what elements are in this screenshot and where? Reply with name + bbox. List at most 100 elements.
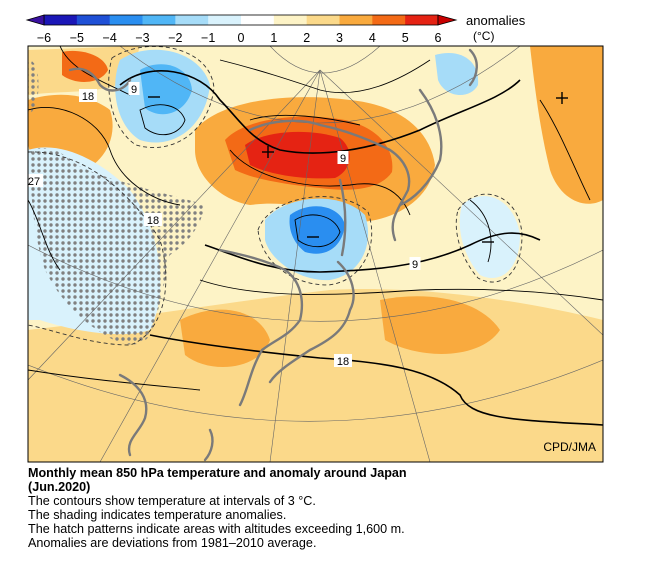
caption-line-contours: The contours show temperature at interva… (28, 494, 316, 508)
contour-thin-3 (229, 149, 411, 216)
meridian-1 (99, 69, 321, 462)
contour-label-bg (79, 89, 97, 102)
color-bar-cell (241, 15, 275, 25)
contour-thin-2 (59, 46, 131, 96)
contour-label: 9 (340, 153, 346, 165)
contour-label-bg (128, 82, 140, 95)
contour-labels: 18 9 27 18 9 9 18 (25, 82, 421, 368)
contour-thin-6 (139, 104, 186, 136)
cool-anomaly-north-core (140, 64, 192, 115)
color-bar-tick-label: 1 (270, 31, 277, 45)
latitude-circle-1 (28, 244, 603, 322)
color-bar-tick-label: −5 (70, 31, 84, 45)
color-bar-cell (76, 15, 111, 25)
contour-thin-1 (28, 106, 181, 206)
color-bar-right-arrow (437, 14, 458, 26)
color-bar-cell (339, 15, 373, 25)
warm-anomaly-south-spot (180, 309, 270, 367)
caption-title: Monthly mean 850 hPa temperature and ano… (28, 466, 407, 480)
contour-18 (149, 334, 603, 426)
contour-label: 9 (131, 84, 137, 96)
coast-kamchatka (398, 88, 443, 207)
caption-line-hatch: The hatch patterns indicate areas with a… (28, 522, 405, 536)
contour-thin-4 (249, 114, 361, 126)
credit-label: CPD/JMA (543, 440, 596, 454)
meridian-5 (28, 69, 321, 381)
color-bar-cell (109, 15, 143, 25)
graticule (28, 46, 603, 462)
contour-label: 18 (147, 215, 159, 227)
color-bar-cell (273, 15, 308, 25)
color-bar-tick-label: 0 (238, 31, 245, 45)
latitude-circle-4 (269, 46, 381, 74)
color-bar-left-arrow (25, 14, 45, 26)
legend-label: anomalies (466, 13, 526, 28)
color-bar-tick-label: −3 (135, 31, 149, 45)
color-bar-tick-label: 4 (369, 31, 376, 45)
caption-period: (Jun.2020) (28, 480, 91, 494)
coast-korea-china (218, 248, 304, 407)
color-bar-tick-label: 3 (336, 31, 343, 45)
contour-label: 27 (28, 176, 40, 188)
hatch-tibet-mongolia (30, 148, 205, 345)
color-bar-tick-label: 2 (303, 31, 310, 45)
zero-contour-north (108, 46, 215, 148)
warm-anomaly-east-ocean (530, 46, 603, 204)
contour-label-bg (409, 257, 421, 270)
contour-label: 9 (412, 259, 418, 271)
high-marker-central (262, 146, 274, 158)
meridian-3 (319, 69, 431, 462)
warm-anomaly-central-peak (245, 131, 350, 179)
contour-label-bg (334, 354, 352, 367)
color-bar-cell (44, 15, 78, 25)
contour-thin-12 (28, 199, 61, 271)
latitude-circle-2 (28, 359, 603, 422)
map-frame (27, 45, 604, 463)
figure-caption: Monthly mean 850 hPa temperature and ano… (28, 466, 628, 550)
zero-contour-west (28, 151, 167, 346)
temperature-contours (28, 46, 603, 426)
contour-label: 18 (337, 356, 349, 368)
color-bar-cell (372, 15, 406, 25)
map-panel: 18 9 27 18 9 9 18 CPD/JMA (25, 45, 604, 463)
contour-thin-8 (199, 279, 603, 301)
warm-anomaly-southeast (380, 296, 500, 354)
legend-unit: (°C) (473, 29, 494, 43)
contour-thin-5 (219, 59, 431, 94)
cool-anomaly-northeast (435, 53, 479, 96)
coast-north (68, 67, 132, 92)
pressure-markers (148, 92, 568, 243)
color-bar-ticks: −6 −5 −4 −3 −2 −1 0 1 2 3 4 5 6 (37, 31, 442, 45)
coastlines (68, 48, 478, 462)
color-bar-tick-label: −6 (37, 31, 51, 45)
color-bar-tick-label: 5 (402, 31, 409, 45)
contour-label-bg (144, 213, 162, 226)
zero-contour-japan-sea (257, 196, 373, 286)
coast-sakhalin (338, 178, 347, 257)
color-bar-cells (43, 14, 439, 26)
coast-japan (268, 260, 355, 384)
contour-label-bg (337, 151, 349, 164)
color-bar-tick-label: −4 (103, 31, 117, 45)
color-bar-cell (175, 15, 209, 25)
contour-thin-10 (469, 199, 492, 263)
color-bar-tick-label: −2 (168, 31, 182, 45)
high-marker-east (556, 92, 568, 104)
contour-9-south (204, 232, 541, 273)
meridian-2 (269, 69, 321, 462)
hatch-north-siberia (28, 60, 39, 115)
contour-label: 18 (82, 91, 94, 103)
contour-thin-9 (28, 369, 201, 391)
high-altitude-hatching (28, 60, 205, 345)
warm-anomaly-northwest-spot (62, 50, 108, 82)
color-bar-cell (208, 15, 242, 25)
coast-taiwan (203, 428, 214, 462)
coast-south-china (118, 373, 148, 457)
cool-anomaly-japan-sea-core (289, 206, 345, 254)
contour-9-north (119, 70, 521, 154)
color-bar-cell (306, 15, 340, 25)
color-bar-tick-label: −1 (201, 31, 215, 45)
caption-line-shading: The shading indicates temperature anomal… (28, 508, 287, 522)
color-bar-tick-label: 6 (435, 31, 442, 45)
